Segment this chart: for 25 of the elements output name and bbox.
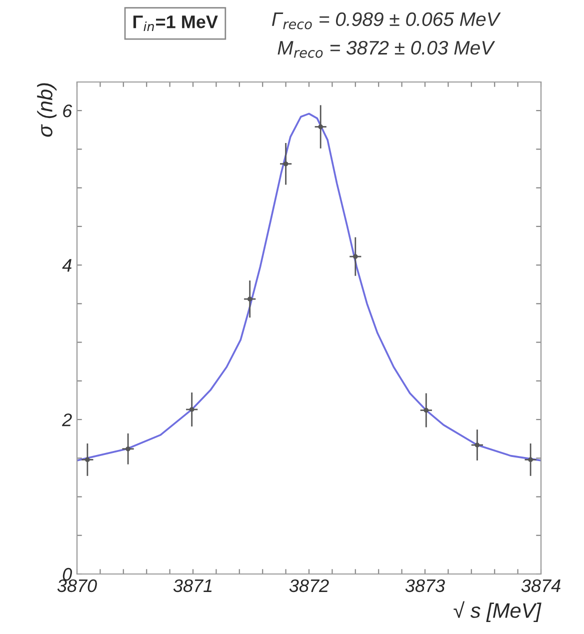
x-tick-label: 3874 (521, 579, 560, 592)
point (189, 407, 194, 412)
x-tick-label: 3872 (289, 579, 329, 592)
point (85, 457, 90, 462)
x-tick-label: 3871 (173, 579, 212, 592)
y-tick-label: 2 (62, 413, 72, 426)
x-tick-label: 3870 (57, 579, 97, 592)
point (247, 296, 252, 302)
point (528, 457, 533, 462)
point (318, 124, 324, 130)
y-tick-label: 6 (63, 104, 72, 118)
point (352, 254, 358, 259)
point (424, 408, 429, 413)
point (474, 442, 480, 448)
point (126, 446, 130, 452)
y-tick-label: 4 (62, 259, 72, 272)
x-tick-label: 3873 (405, 579, 445, 592)
text: Γ$_{in}$=1 MeV (133, 16, 218, 32)
text: M$_{reco}$ = 3872 ± 0.03 MeV (278, 40, 496, 58)
line-series (77, 112, 541, 462)
y-axis-title: σ (nb) (37, 83, 57, 137)
point (283, 161, 288, 166)
x-axis-title: √ s [MeV] (454, 601, 542, 622)
y-tick-label: 0 (62, 568, 72, 581)
text: Γ$_{reco}$ = 0.989 ± 0.065 MeV (272, 12, 501, 30)
